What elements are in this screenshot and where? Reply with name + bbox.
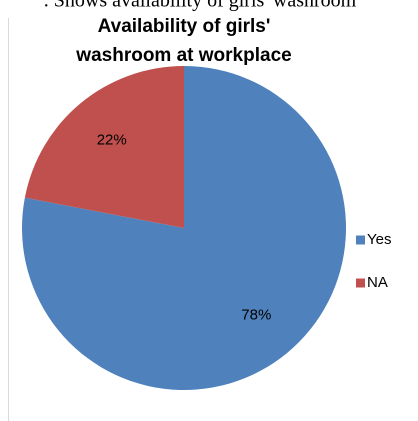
data-label: 78%: [241, 306, 271, 323]
legend-label: Yes: [367, 231, 391, 248]
legend-swatch: [356, 278, 365, 288]
legend-swatch: [356, 235, 365, 245]
chart-title: washroom at workplace: [75, 45, 291, 66]
caption: . Shows availability of girls' washroom: [44, 0, 357, 12]
data-label: 22%: [97, 132, 127, 149]
chart-title: Availability of girls': [98, 16, 271, 37]
pie-slice: [22, 66, 347, 391]
legend-label: NA: [367, 274, 388, 291]
pie-slice: [24, 66, 185, 228]
